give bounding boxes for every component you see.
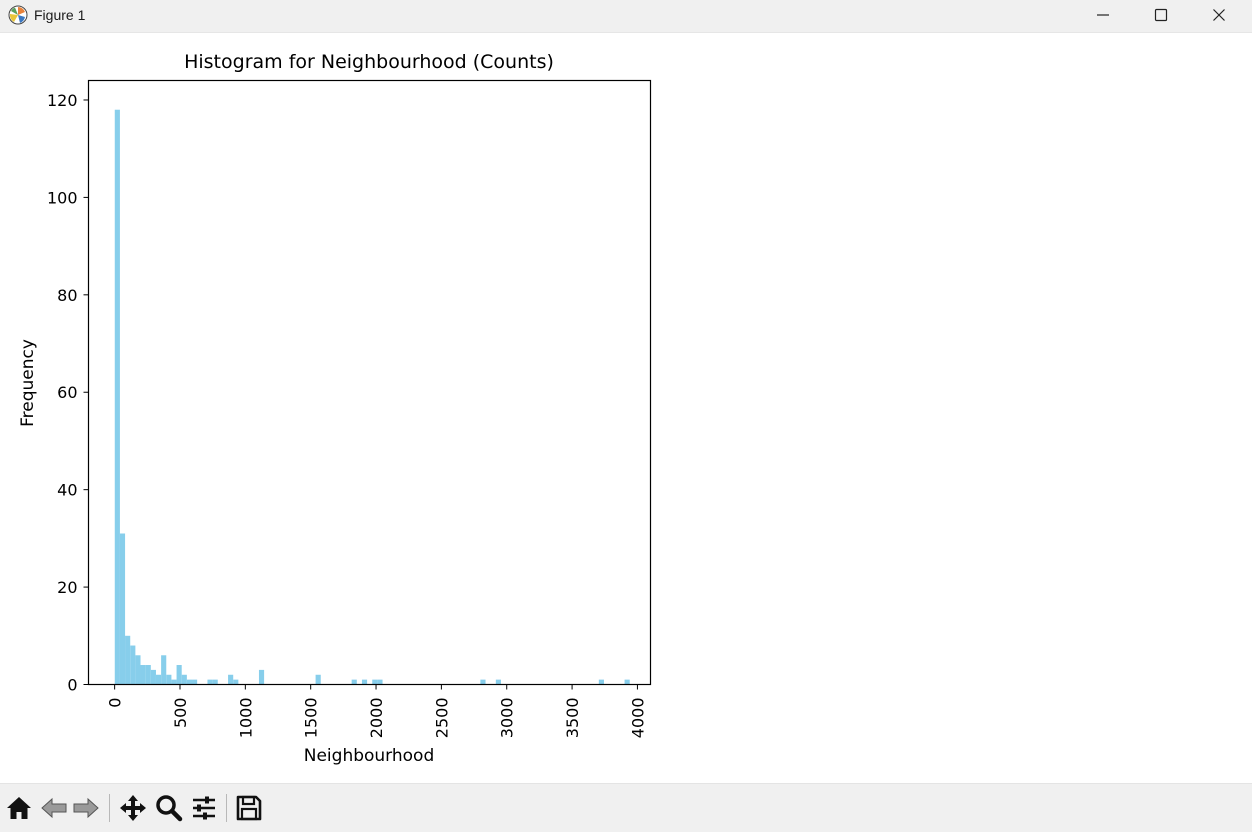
x-tick-label: 1500 bbox=[302, 698, 321, 739]
histogram-bar bbox=[207, 679, 213, 685]
histogram-chart: Histogram for Neighbourhood (Counts) 0 20… bbox=[18, 51, 652, 766]
histogram-bar bbox=[119, 533, 126, 685]
y-tick-label: 60 bbox=[57, 383, 77, 402]
histogram-bar bbox=[495, 679, 501, 685]
histogram-bars bbox=[114, 109, 630, 685]
histogram-bar bbox=[233, 679, 239, 685]
histogram-bar bbox=[114, 109, 120, 685]
x-axis-label: Neighbourhood bbox=[304, 746, 435, 766]
figure-canvas[interactable]: Histogram for Neighbourhood (Counts) 0 20… bbox=[0, 33, 1252, 783]
y-axis-label: Frequency bbox=[18, 339, 38, 427]
histogram-bar bbox=[351, 679, 357, 685]
histogram-bar bbox=[212, 679, 218, 685]
histogram-bar bbox=[150, 669, 156, 685]
navigation-toolbar bbox=[0, 783, 1252, 832]
home-button[interactable] bbox=[3, 792, 35, 824]
y-tick-label: 20 bbox=[57, 578, 77, 597]
x-tick-label: 4000 bbox=[628, 698, 647, 739]
histogram-bar bbox=[130, 645, 136, 685]
histogram-bar bbox=[480, 679, 486, 685]
chart-title: Histogram for Neighbourhood (Counts) bbox=[184, 51, 554, 73]
y-tick-label: 100 bbox=[47, 188, 78, 207]
y-tick-label: 80 bbox=[57, 286, 77, 305]
save-icon bbox=[236, 795, 262, 821]
forward-icon bbox=[73, 797, 99, 819]
histogram-bar bbox=[624, 679, 630, 685]
y-axis-ticks: 0 20 40 60 80 100 120 bbox=[47, 91, 89, 695]
toolbar-separator bbox=[226, 794, 227, 822]
back-icon bbox=[41, 797, 67, 819]
histogram-bar bbox=[258, 669, 265, 685]
close-icon bbox=[1213, 9, 1225, 21]
home-icon bbox=[7, 797, 31, 819]
pan-button[interactable] bbox=[117, 792, 149, 824]
x-tick-label: 0 bbox=[106, 698, 125, 708]
y-tick-label: 0 bbox=[67, 676, 77, 695]
histogram-bar bbox=[145, 665, 151, 685]
zoom-button[interactable] bbox=[153, 792, 185, 824]
plot-area-frame bbox=[87, 79, 652, 686]
x-tick-label: 3500 bbox=[563, 698, 582, 739]
zoom-icon bbox=[156, 795, 183, 822]
histogram-bar bbox=[171, 679, 177, 685]
histogram-bar bbox=[140, 665, 146, 685]
histogram-bar bbox=[135, 655, 141, 685]
x-tick-label: 500 bbox=[171, 698, 190, 729]
x-tick-label: 2000 bbox=[367, 698, 386, 739]
histogram-bar bbox=[186, 679, 193, 685]
window-title: Figure 1 bbox=[34, 7, 86, 23]
pan-icon bbox=[120, 795, 146, 821]
histogram-bar bbox=[372, 679, 378, 685]
y-tick-label: 40 bbox=[57, 481, 77, 500]
x-tick-label: 3000 bbox=[498, 698, 517, 739]
maximize-icon bbox=[1154, 8, 1168, 22]
histogram-bar bbox=[228, 674, 234, 685]
minimize-button[interactable] bbox=[1074, 0, 1132, 30]
histogram-bar bbox=[155, 674, 162, 685]
histogram-bar bbox=[125, 635, 131, 685]
forward-button[interactable] bbox=[70, 792, 102, 824]
histogram-bar bbox=[377, 679, 383, 685]
window-titlebar: Figure 1 bbox=[0, 0, 1252, 33]
minimize-icon bbox=[1097, 14, 1109, 16]
histogram-bar bbox=[181, 674, 187, 685]
y-tick-label: 120 bbox=[47, 91, 78, 110]
x-tick-label: 2500 bbox=[432, 698, 451, 739]
close-button[interactable] bbox=[1190, 0, 1248, 30]
histogram-bar bbox=[315, 674, 321, 685]
maximize-button[interactable] bbox=[1132, 0, 1190, 30]
save-button[interactable] bbox=[233, 792, 265, 824]
histogram-bar bbox=[166, 674, 172, 685]
histogram-bar bbox=[192, 679, 198, 685]
matplotlib-logo-icon bbox=[8, 5, 28, 25]
histogram-bar bbox=[161, 655, 167, 685]
configure-subplots-icon bbox=[193, 796, 215, 820]
configure-subplots-button[interactable] bbox=[188, 792, 220, 824]
histogram-bar bbox=[176, 665, 182, 685]
histogram-bar bbox=[598, 679, 604, 685]
x-tick-label: 1000 bbox=[236, 698, 255, 739]
toolbar-separator bbox=[109, 794, 110, 822]
x-axis-ticks: 0 500 1000 1500 2000 2500 3000 3500 4000 bbox=[106, 684, 647, 739]
histogram-bar bbox=[361, 679, 368, 685]
back-button[interactable] bbox=[38, 792, 70, 824]
